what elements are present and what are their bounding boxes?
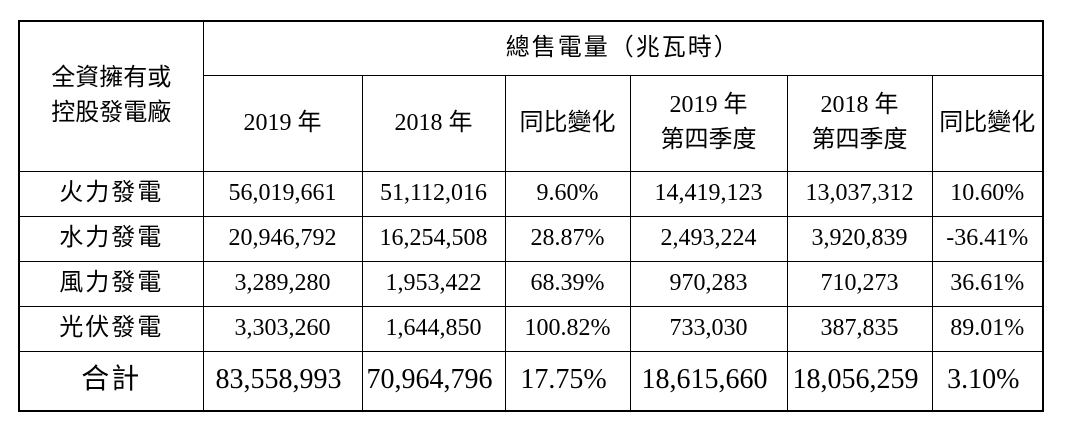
- cell-yoy-change: 9.60%: [504, 170, 631, 217]
- cell-yoy-change-q4: 3.10%: [931, 350, 1044, 412]
- row-label: 火力發電: [18, 170, 204, 217]
- cell-2018-q4: 13,037,312: [786, 170, 933, 217]
- col-header-2019: 2019 年: [202, 74, 363, 172]
- cell-2018: 70,964,796: [361, 350, 506, 412]
- cell-2019-q4: 14,419,123: [629, 170, 788, 217]
- cell-2018-q4: 710,273: [786, 260, 933, 307]
- table-row-total: 合計 83,558,993 70,964,796 17.75% 18,615,6…: [18, 350, 1044, 412]
- electricity-sales-table: 全資擁有或 控股發電廠 總售電量（兆瓦時） 2019 年 2018 年 同比變化…: [18, 20, 1044, 412]
- cell-yoy-change-q4: 10.60%: [931, 170, 1044, 217]
- cell-2018: 51,112,016: [361, 170, 506, 217]
- col-header-yoy-change-q4: 同比變化: [931, 74, 1044, 172]
- cell-2019: 20,946,792: [202, 215, 363, 262]
- col-header-yoy-change: 同比變化: [504, 74, 631, 172]
- row-label: 水力發電: [18, 215, 204, 262]
- span-header-total-electricity-sold: 總售電量（兆瓦時）: [202, 20, 1044, 76]
- total-label: 合計: [18, 350, 204, 412]
- cell-yoy-change: 17.75%: [504, 350, 631, 412]
- cell-yoy-change: 28.87%: [504, 215, 631, 262]
- cell-2019-q4: 18,615,660: [629, 350, 788, 412]
- cell-2019: 3,289,280: [202, 260, 363, 307]
- cell-2019: 83,558,993: [202, 350, 363, 412]
- table-row-thermal: 火力發電 56,019,661 51,112,016 9.60% 14,419,…: [18, 170, 1044, 217]
- cell-yoy-change: 100.82%: [504, 305, 631, 352]
- cell-yoy-change-q4: 36.61%: [931, 260, 1044, 307]
- table-row-hydro: 水力發電 20,946,792 16,254,508 28.87% 2,493,…: [18, 215, 1044, 262]
- cell-yoy-change-q4: 89.01%: [931, 305, 1044, 352]
- row-label: 風力發電: [18, 260, 204, 307]
- cell-yoy-change: 68.39%: [504, 260, 631, 307]
- col-header-2018-q4: 2018 年 第四季度: [786, 74, 933, 172]
- cell-yoy-change-q4: -36.41%: [931, 215, 1044, 262]
- table-row-solar: 光伏發電 3,303,260 1,644,850 100.82% 733,030…: [18, 305, 1044, 352]
- row-label: 光伏發電: [18, 305, 204, 352]
- col-header-2018: 2018 年: [361, 74, 506, 172]
- cell-2019-q4: 970,283: [629, 260, 788, 307]
- cell-2018-q4: 3,920,839: [786, 215, 933, 262]
- cell-2018: 1,953,422: [361, 260, 506, 307]
- cell-2019-q4: 733,030: [629, 305, 788, 352]
- col-header-2019-q4: 2019 年 第四季度: [629, 74, 788, 172]
- cell-2018-q4: 387,835: [786, 305, 933, 352]
- cell-2019: 56,019,661: [202, 170, 363, 217]
- cell-2018: 16,254,508: [361, 215, 506, 262]
- header-row-columns: 2019 年 2018 年 同比變化 2019 年 第四季度 2018 年 第四…: [19, 74, 1044, 172]
- table-row-wind: 風力發電 3,289,280 1,953,422 68.39% 970,283 …: [18, 260, 1044, 307]
- header-row-span: 全資擁有或 控股發電廠 總售電量（兆瓦時）: [18, 20, 1044, 172]
- cell-2019-q4: 2,493,224: [629, 215, 788, 262]
- cell-2019: 3,303,260: [202, 305, 363, 352]
- cell-2018: 1,644,850: [361, 305, 506, 352]
- cell-2018-q4: 18,056,259: [786, 350, 933, 412]
- corner-header-plants: 全資擁有或 控股發電廠: [18, 20, 204, 172]
